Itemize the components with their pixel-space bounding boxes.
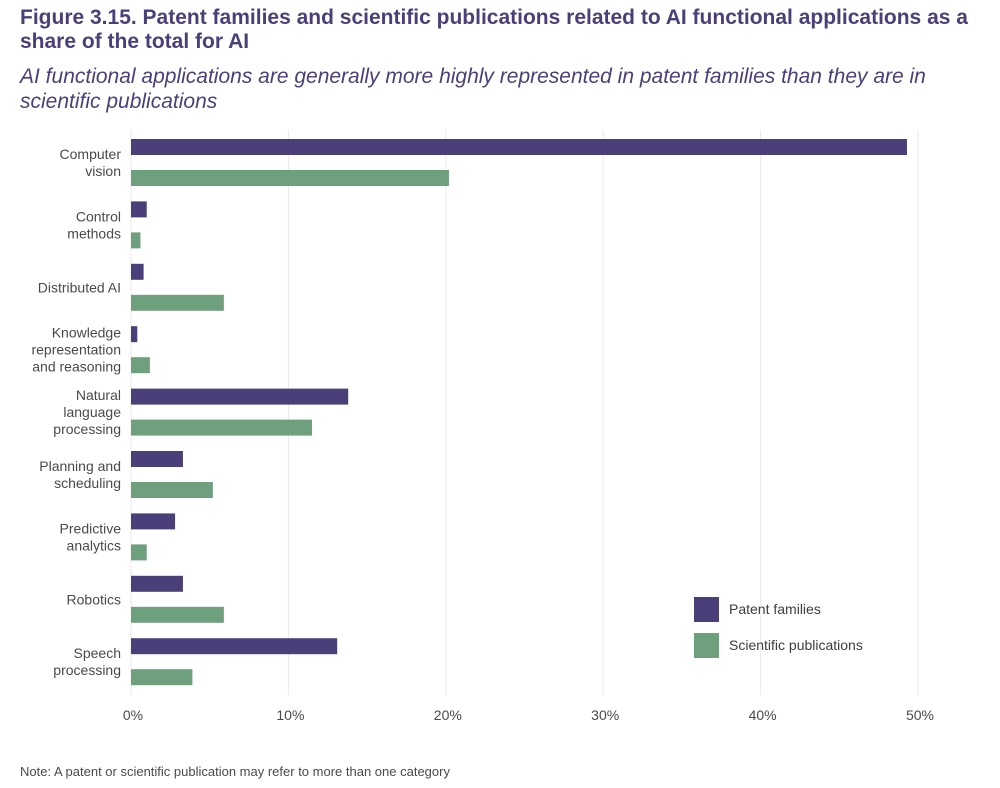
bar-scientific-publications-speech-processing (131, 669, 193, 686)
category-label-speech-processing: Speech processing (53, 645, 121, 678)
bar-patent-families-natural-language-processing (131, 388, 349, 405)
x-tick-label-40: 40% (749, 707, 777, 723)
category-label-computer-vision: Computer vision (60, 146, 122, 179)
bars (131, 139, 907, 686)
bar-patent-families-predictive-analytics (131, 513, 176, 530)
bar-scientific-publications-predictive-analytics (131, 544, 147, 561)
legend-label-scientific-publications: Scientific publications (729, 637, 863, 653)
bar-patent-families-control-methods (131, 201, 147, 218)
legend: Patent families Scientific publications (694, 597, 863, 658)
category-label-knowledge-representation-and-reasoning: Knowledge representation and reasoning (31, 325, 121, 375)
bar-patent-families-robotics (131, 575, 183, 592)
chart-title: Figure 3.15. Patent families and scienti… (20, 6, 968, 53)
category-labels: Computer vision Control methods Distributed … (31, 146, 121, 678)
bar-scientific-publications-distributed-ai (131, 294, 224, 311)
bar-scientific-publications-planning-and-scheduling (131, 482, 213, 498)
x-tick-label-10: 10% (276, 707, 304, 723)
x-tick-label-30: 30% (591, 707, 619, 723)
legend-swatch-patent-families (694, 597, 719, 622)
bar-scientific-publications-control-methods (131, 232, 141, 249)
x-tick-label-0: 0% (123, 707, 143, 723)
category-label-planning-and-scheduling: Planning and scheduling (39, 458, 121, 491)
gridlines (130, 130, 919, 695)
x-axis-ticks: 0% 10% 20% 30% 40% 50% (123, 707, 934, 723)
x-tick-label-50: 50% (906, 707, 934, 723)
category-label-distributed-ai: Distributed AI (38, 279, 121, 295)
category-label-predictive-analytics: Predictive analytics (60, 520, 122, 553)
bar-patent-families-speech-processing (131, 638, 338, 655)
chart-note: Note: A patent or scientific publication… (20, 764, 450, 779)
x-tick-label-20: 20% (434, 707, 462, 723)
bar-scientific-publications-robotics (131, 606, 224, 623)
chart-subtitle: AI functional applications are generally… (20, 65, 926, 113)
legend-swatch-scientific-publications (694, 633, 719, 658)
bar-chart: Computer vision Control methods Distributed … (31, 130, 934, 723)
bar-scientific-publications-knowledge-representation-and-reasoning (131, 357, 150, 374)
bar-patent-families-knowledge-representation-and-reasoning (131, 326, 138, 343)
bar-scientific-publications-computer-vision (131, 170, 449, 186)
legend-label-patent-families: Patent families (729, 601, 821, 617)
bar-patent-families-computer-vision (131, 139, 907, 155)
bar-patent-families-distributed-ai (131, 263, 144, 280)
bar-patent-families-planning-and-scheduling (131, 451, 183, 467)
category-label-control-methods: Control methods (67, 208, 121, 241)
bar-scientific-publications-natural-language-processing (131, 419, 313, 436)
category-label-natural-language-processing: Natural language processing (53, 387, 121, 437)
category-label-robotics: Robotics (67, 591, 121, 607)
